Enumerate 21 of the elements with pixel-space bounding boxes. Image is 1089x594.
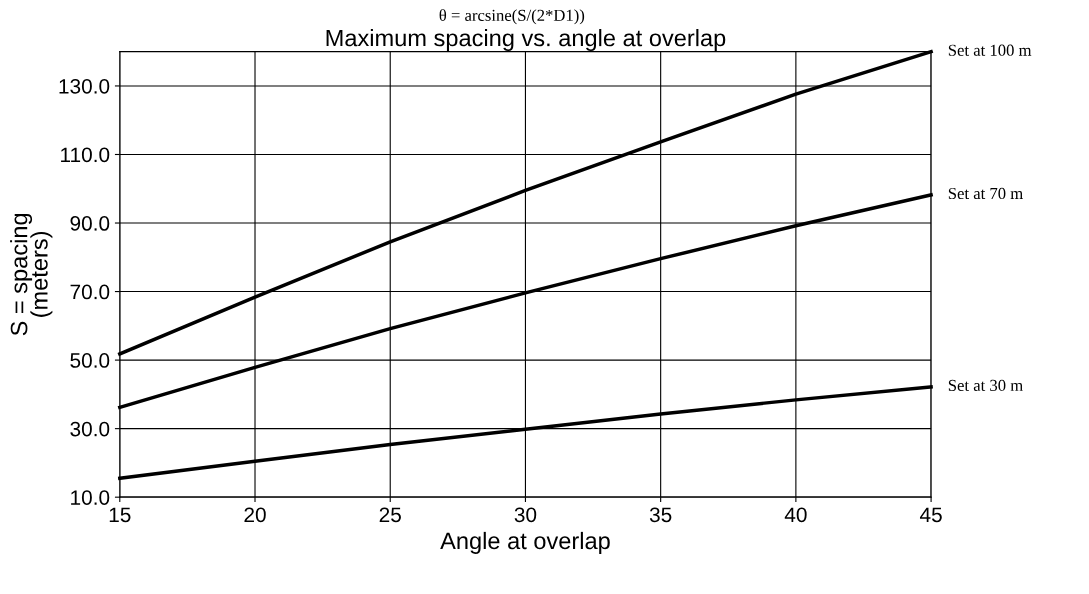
x-tick-label: 20 — [244, 507, 266, 523]
x-tick-label: 25 — [379, 507, 401, 523]
y-tick-label: 130.0 — [59, 78, 110, 94]
y-tick-label: 30.0 — [70, 421, 110, 437]
y-tick-label: 90.0 — [70, 216, 110, 231]
x-tick-label: 15 — [109, 507, 131, 523]
x-tick-label: 30 — [514, 507, 537, 523]
y-tick-label: 110.0 — [61, 147, 110, 163]
x-tick-label: 45 — [919, 507, 942, 523]
chart-title: Maximum spacing vs. angle at overlap — [326, 29, 726, 52]
series-label: Set at 30 m — [948, 379, 1023, 391]
y-axis-title: S = spacing (meters) — [10, 213, 53, 336]
y-tick-label: 10.0 — [71, 490, 110, 505]
x-axis-title: Angle at overlap — [440, 531, 610, 554]
x-tick-label: 40 — [784, 507, 807, 523]
chart-subtitle: θ = arcsine(S/(2*D1)) — [439, 9, 585, 25]
x-tick-label: 35 — [649, 507, 672, 523]
series-label: Set at 100 m — [948, 44, 1032, 56]
series-label: Set at 70 m — [948, 187, 1023, 200]
y-tick-label: 50.0 — [70, 353, 110, 368]
y-tick-label: 70.0 — [70, 284, 110, 300]
